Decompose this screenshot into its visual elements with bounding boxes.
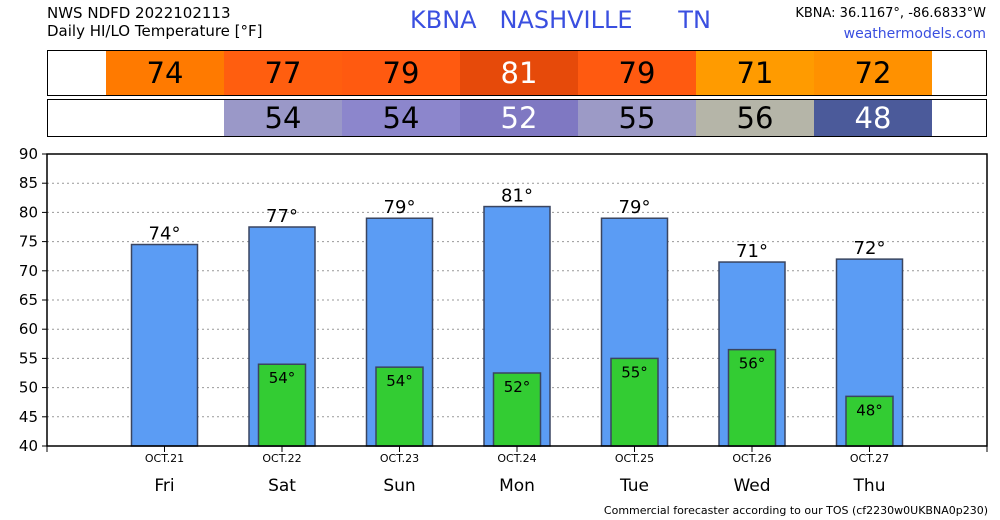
high-temp-label: 74°	[149, 224, 181, 245]
temperature-bar-chart: 40 45 50 55 60 65 70 75 80 85 90 74° 77° 79° 81° 79° 71°…	[19, 145, 988, 496]
high-temp-label: 79°	[619, 197, 651, 218]
high-temp-cell: 79	[578, 51, 696, 95]
day-label: Fri	[154, 476, 174, 496]
low-temp-cell: 54	[342, 100, 460, 136]
date-label: OCT.22	[262, 452, 301, 465]
low-temp-label: 54°	[269, 369, 296, 387]
low-temp-bar	[727, 348, 777, 447]
low-temp-bar	[375, 366, 424, 447]
low-temp-cell: 54	[224, 100, 342, 136]
low-temp-cell: 56	[696, 100, 814, 136]
day-label: Sat	[268, 476, 296, 496]
date-label: OCT.24	[497, 452, 536, 465]
y-tick-label: 85	[19, 174, 38, 192]
low-temp-bar	[257, 363, 307, 447]
y-tick-label: 75	[19, 233, 38, 251]
low-temp-strip: 54 54 52 55 56 48	[47, 99, 987, 137]
high-temp-cell: 77	[224, 51, 342, 95]
date-label: OCT.27	[850, 452, 889, 465]
date-label: OCT.21	[145, 452, 184, 465]
y-tick-label: 70	[19, 262, 38, 280]
low-temp-bar	[845, 395, 894, 447]
high-temp-strip: 74 77 79 81 79 71 72	[47, 50, 987, 96]
y-tick-label: 50	[19, 379, 38, 397]
date-label: OCT.26	[732, 452, 771, 465]
low-temp-bar	[492, 372, 542, 447]
site-link[interactable]: weathermodels.com	[843, 26, 986, 42]
y-tick-label: 65	[19, 291, 38, 309]
day-label: Sun	[383, 476, 415, 496]
high-temp-cell: 81	[460, 51, 578, 95]
y-tick-label: 90	[19, 145, 38, 163]
high-temp-bar	[130, 243, 199, 447]
low-temp-label: 48°	[856, 401, 883, 419]
low-temp-label: 56°	[739, 355, 766, 373]
high-temp-label: 72°	[854, 238, 886, 259]
coordinates-label: KBNA: 36.1167°, -86.6833°W	[795, 6, 986, 21]
footer-note: Commercial forecaster according to our T…	[603, 504, 988, 517]
day-label: Mon	[499, 476, 535, 496]
model-run-label: NWS NDFD 2022102113	[47, 4, 231, 22]
y-tick-label: 40	[19, 437, 38, 455]
y-tick-label: 60	[19, 320, 38, 338]
y-tick-label: 80	[19, 203, 38, 221]
high-temp-cell: 71	[696, 51, 814, 95]
high-temp-cell: 79	[342, 51, 460, 95]
chart-title-block: NWS NDFD 2022102113 Daily HI/LO Temperat…	[47, 4, 263, 40]
high-temp-label: 81°	[501, 186, 533, 207]
low-temp-cell: 48	[814, 100, 932, 136]
high-temp-label: 71°	[736, 241, 768, 262]
variable-label: Daily HI/LO Temperature [°F]	[47, 22, 263, 40]
day-label: Wed	[733, 476, 770, 496]
high-temp-label: 79°	[384, 197, 416, 218]
low-temp-label: 52°	[504, 378, 531, 396]
station-title: KBNA NASHVILLE TN	[410, 6, 711, 34]
low-temp-cell: 52	[460, 100, 578, 136]
y-tick-label: 55	[19, 349, 38, 367]
y-tick-label: 45	[19, 408, 38, 426]
low-temp-label: 55°	[621, 363, 648, 381]
high-temp-cell: 72	[814, 51, 932, 95]
day-label: Tue	[619, 476, 649, 496]
low-temp-cell	[106, 100, 224, 136]
date-label: OCT.23	[380, 452, 419, 465]
date-label: OCT.25	[615, 452, 654, 465]
high-temp-cell: 74	[106, 51, 224, 95]
location-block: KBNA: 36.1167°, -86.6833°W weathermodels…	[795, 4, 986, 44]
day-label: Thu	[853, 476, 886, 496]
low-temp-cell: 55	[578, 100, 696, 136]
high-temp-label: 77°	[266, 206, 298, 227]
low-temp-label: 54°	[386, 372, 413, 390]
